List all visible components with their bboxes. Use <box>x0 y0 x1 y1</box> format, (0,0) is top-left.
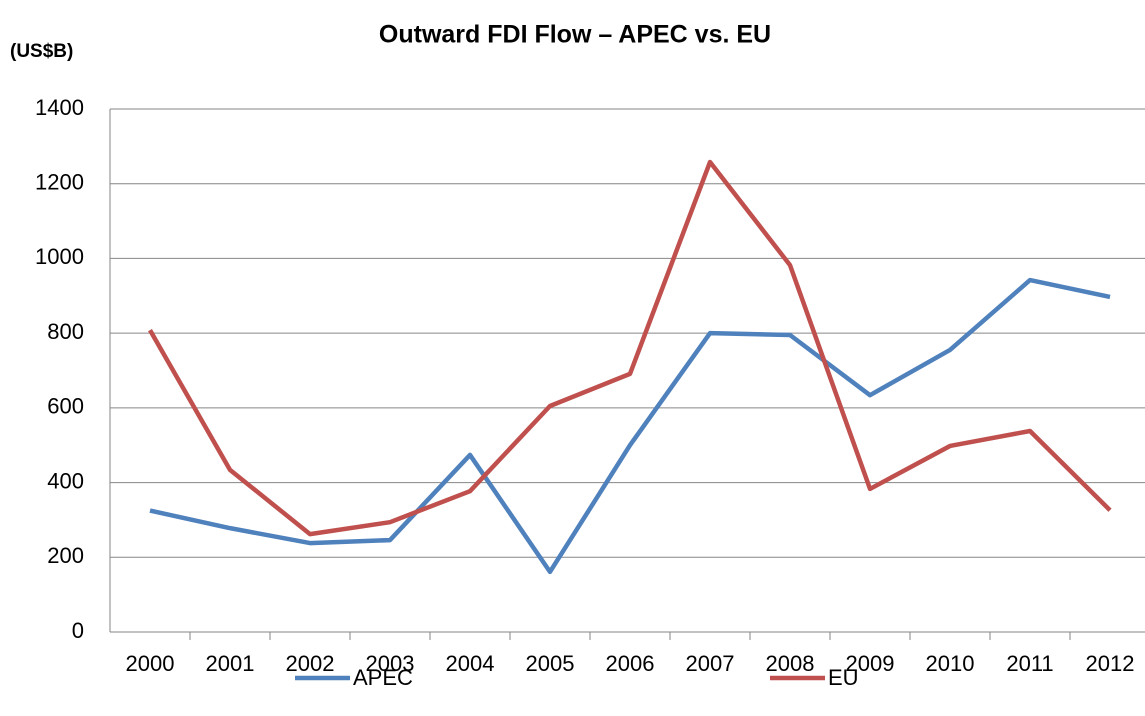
y-axis-label: (US$B) <box>10 41 73 62</box>
y-tick-label: 1200 <box>35 170 84 195</box>
legend-label: APEC <box>353 665 413 690</box>
x-tick-label: 2010 <box>926 651 975 676</box>
x-tick-label: 2001 <box>206 651 255 676</box>
x-tick-label: 2000 <box>126 651 175 676</box>
y-tick-label: 200 <box>47 543 84 568</box>
x-tick-label: 2008 <box>766 651 815 676</box>
x-tick-label: 2005 <box>526 651 575 676</box>
series-line <box>149 277 1111 575</box>
y-tick-label: 1000 <box>35 244 84 269</box>
x-tick-label: 2002 <box>286 651 335 676</box>
x-tick-label: 2004 <box>446 651 495 676</box>
x-tick-label: 2012 <box>1086 651 1135 676</box>
x-tick-label: 2011 <box>1006 651 1053 676</box>
legend-label: EU <box>828 665 859 690</box>
x-tick-label: 2006 <box>606 651 655 676</box>
y-tick-label: 800 <box>47 319 84 344</box>
y-tick-label: 0 <box>72 618 84 643</box>
y-tick-label: 1400 <box>35 95 84 120</box>
y-tick-label: 600 <box>47 394 84 419</box>
y-tick-label: 400 <box>47 468 84 493</box>
chart-title: Outward FDI Flow – APEC vs. EU <box>379 21 771 49</box>
x-tick-label: 2009 <box>846 651 895 676</box>
x-tick-label: 2003 <box>366 651 415 676</box>
series-line <box>148 159 1112 537</box>
x-tick-label: 2007 <box>686 651 735 676</box>
